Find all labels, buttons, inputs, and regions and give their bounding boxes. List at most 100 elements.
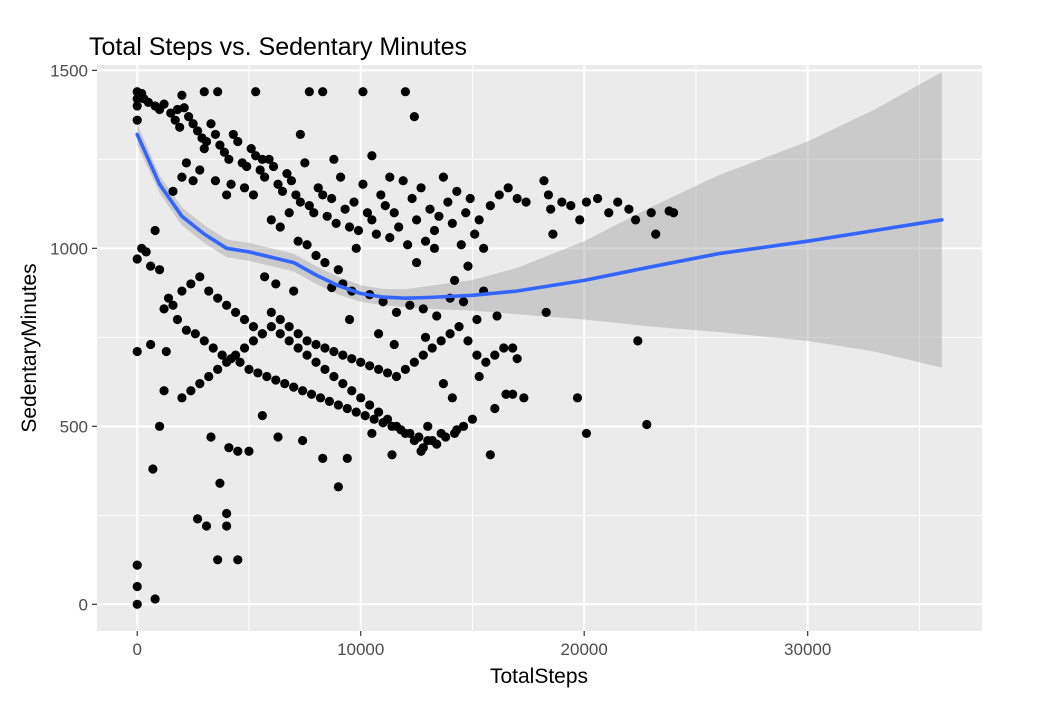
data-point — [204, 286, 214, 296]
data-point — [181, 325, 191, 335]
data-point — [222, 190, 232, 200]
data-point — [485, 201, 495, 211]
data-point — [474, 215, 484, 225]
data-point — [222, 357, 232, 367]
data-point — [333, 482, 343, 492]
data-point — [219, 147, 229, 157]
y-tick-label: 500 — [60, 417, 88, 436]
data-point — [449, 275, 460, 285]
data-point — [403, 240, 413, 250]
data-point — [159, 386, 169, 396]
data-point — [192, 514, 203, 524]
data-point — [248, 322, 259, 332]
x-tick-label: 20000 — [561, 640, 608, 659]
data-point — [304, 201, 314, 211]
data-point — [432, 311, 442, 321]
data-point — [398, 176, 408, 186]
data-point — [409, 112, 419, 122]
data-point — [391, 307, 402, 318]
x-tick-label: 10000 — [337, 640, 384, 659]
data-point — [624, 204, 634, 214]
data-point — [331, 218, 341, 229]
data-point — [280, 378, 290, 389]
data-point — [159, 99, 169, 109]
data-point — [492, 311, 502, 321]
data-point — [262, 371, 272, 382]
smooth-trend-line — [135, 132, 944, 301]
x-tick-labels: 0 10000 20000 30000 — [132, 640, 831, 659]
data-point — [275, 222, 285, 232]
data-point — [324, 396, 335, 406]
data-point — [275, 329, 285, 339]
data-point — [371, 229, 381, 239]
data-point — [463, 261, 473, 271]
data-point — [206, 119, 216, 129]
data-point — [168, 300, 178, 310]
data-point — [284, 336, 294, 346]
data-point — [177, 172, 187, 182]
data-point — [447, 218, 457, 229]
data-point — [340, 204, 350, 214]
data-point — [380, 201, 390, 211]
data-point — [282, 168, 292, 179]
data-point — [548, 229, 558, 239]
data-point — [309, 208, 319, 218]
data-point — [351, 243, 361, 253]
data-point — [543, 190, 554, 200]
data-point — [210, 176, 221, 186]
data-point — [199, 144, 209, 154]
data-point — [438, 378, 449, 389]
data-point — [425, 204, 435, 214]
data-point — [436, 336, 446, 346]
data-point — [181, 158, 191, 168]
confidence-band-layer — [137, 72, 942, 368]
data-point — [519, 393, 529, 403]
data-point — [541, 307, 551, 318]
data-point — [266, 307, 276, 318]
data-point — [251, 87, 261, 97]
data-point — [633, 336, 643, 346]
data-point — [405, 300, 415, 310]
data-point — [572, 393, 583, 403]
data-point — [132, 560, 142, 570]
data-point — [177, 393, 187, 403]
data-point — [320, 343, 330, 353]
data-point — [235, 357, 245, 367]
data-point — [318, 87, 328, 97]
axis-ticks — [92, 69, 809, 636]
data-point — [369, 414, 379, 424]
data-point — [461, 208, 471, 218]
data-point — [233, 555, 243, 565]
data-point — [418, 304, 428, 314]
data-point — [365, 400, 375, 410]
data-point — [266, 322, 276, 332]
data-point — [490, 403, 500, 414]
data-point — [184, 112, 194, 122]
data-point — [206, 432, 216, 442]
data-point — [213, 364, 223, 374]
data-point — [387, 450, 397, 460]
data-point — [452, 425, 462, 435]
data-point — [298, 386, 308, 396]
data-point — [132, 101, 142, 111]
data-point — [199, 87, 209, 97]
data-point — [300, 158, 310, 168]
data-point — [253, 368, 263, 378]
data-point — [499, 343, 509, 353]
data-point — [222, 300, 232, 310]
data-point — [351, 407, 361, 417]
data-point — [230, 307, 241, 318]
data-point — [539, 176, 549, 186]
smooth-line-layer — [135, 132, 944, 301]
data-point — [642, 419, 652, 430]
data-point — [177, 286, 187, 296]
data-point — [132, 581, 142, 592]
data-point — [273, 432, 283, 442]
y-tick-labels: 0 500 1000 1500 — [50, 61, 88, 614]
data-point — [306, 389, 317, 399]
data-point — [358, 87, 368, 97]
data-point — [508, 389, 518, 399]
data-point — [566, 201, 576, 211]
data-point — [239, 183, 250, 193]
